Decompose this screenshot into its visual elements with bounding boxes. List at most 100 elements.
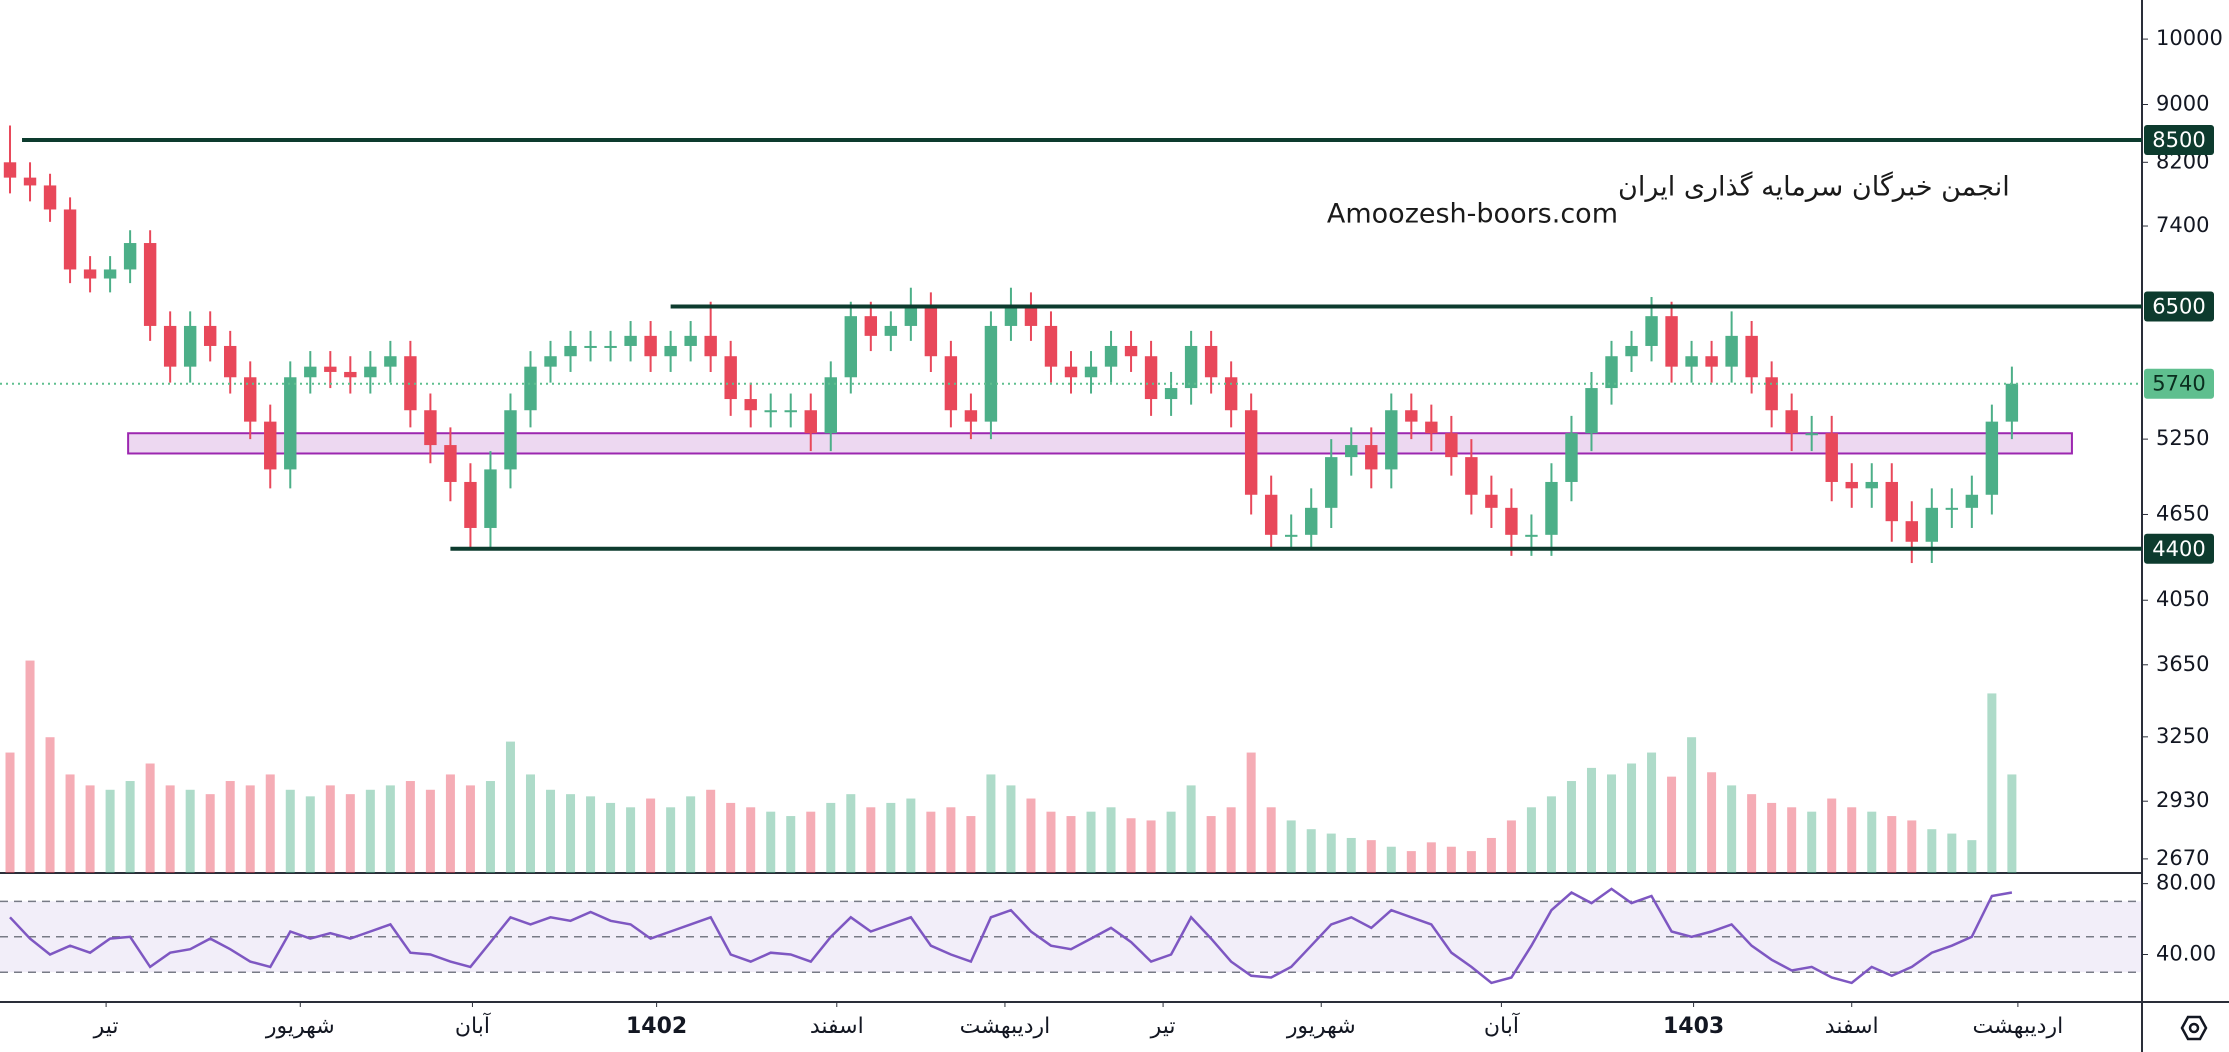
candle-body [1625,345,1638,357]
volume-bar [265,774,275,873]
candle-body [844,316,858,378]
candle-body [43,185,57,210]
candle-body [1024,306,1038,326]
volume-bar [766,811,776,873]
candle-body [624,335,637,346]
settings-icon-center[interactable] [2188,1022,2200,1034]
volume-bar [1627,763,1637,873]
candle-body [1385,410,1398,470]
volume-bar [1667,776,1677,873]
candle-body [1184,345,1198,389]
candle-body [984,325,998,422]
candle-body [804,410,817,434]
y-tick-label: 5250 [2156,426,2209,450]
volume-bar [1987,693,1997,873]
volume-bar [586,796,596,873]
candle-body [364,366,377,378]
candle-body [264,421,277,470]
volume-bar [1186,785,1196,873]
volume-bar [1747,794,1757,873]
volume-bar [1426,842,1436,873]
level-label-box [2144,533,2214,564]
candle-body [404,356,417,411]
volume-bar [285,789,295,873]
volume-bar [906,798,916,873]
candle-body [103,269,117,279]
settings-button[interactable] [2180,1015,2208,1041]
x-tick-label: آبان [1484,1012,1520,1039]
candle-body [924,306,938,357]
candle-body [1785,410,1798,434]
y-tick-label: 4050 [2156,587,2209,611]
candle-body [444,445,457,482]
y-tick-label: 9000 [2156,92,2209,116]
volume-bar [886,802,896,873]
volume-bar [1586,767,1596,873]
candle-body [163,325,177,367]
volume-bars [5,660,2017,873]
volume-bar [1486,837,1496,873]
candle-body [1965,494,1979,508]
volume-bar [606,802,616,873]
volume-bar [686,796,696,873]
candle-body [644,335,657,357]
volume-bar [1246,752,1256,873]
candle-body [684,335,697,346]
volume-bar [1006,785,1016,873]
candle-body [1565,433,1578,482]
candle-body [203,325,217,346]
candle-body [63,209,77,270]
volume-bar [385,785,395,873]
volume-bar [1847,807,1857,873]
volume-bar [566,794,576,873]
candle-body [584,345,597,348]
settings-icon[interactable] [2180,1015,2208,1041]
candle-body [1505,507,1518,535]
candle-body [764,410,777,413]
candle-body [1545,481,1558,535]
x-tick-label: 1402 [626,1014,687,1039]
candle-body [1224,377,1238,411]
candle-body [1264,494,1278,535]
candle-body [1885,481,1898,522]
candle-body [304,366,317,378]
volume-bar [405,781,415,873]
candle-body [23,177,37,186]
candle-body [344,371,357,378]
volume-bar [1466,851,1476,873]
candle-body [1685,356,1698,367]
candle-body [564,345,577,357]
candle-body [1244,410,1258,495]
candle-body [1605,356,1618,389]
candle-body [604,345,617,348]
candle-body [123,243,137,270]
volume-bar [946,807,956,873]
candle-body [3,162,17,178]
candle-body [143,243,157,326]
volume-bar [746,807,756,873]
volume-bar [1727,785,1737,873]
candle-body [1945,507,1959,510]
candle-body [1124,345,1138,357]
volume-bar [866,807,876,873]
level-label: 6500 [2152,295,2205,319]
candle-body [1325,457,1338,508]
candle-body [964,410,978,422]
candle-body [1405,410,1418,422]
volume-bar [1807,811,1817,873]
volume-bar [1366,840,1376,873]
candle-body [524,366,537,411]
volume-bar [1146,820,1156,873]
candle-body [784,410,797,413]
volume-bar [485,781,495,873]
volume-bar [425,789,435,873]
volume-bar [185,789,195,873]
support-zone [127,432,2073,455]
volume-bar [365,789,375,873]
volume-bar [1947,833,1957,873]
candle-body [1905,521,1918,542]
y-tick-label: 2670 [2156,846,2209,870]
candle-body [1745,335,1758,378]
